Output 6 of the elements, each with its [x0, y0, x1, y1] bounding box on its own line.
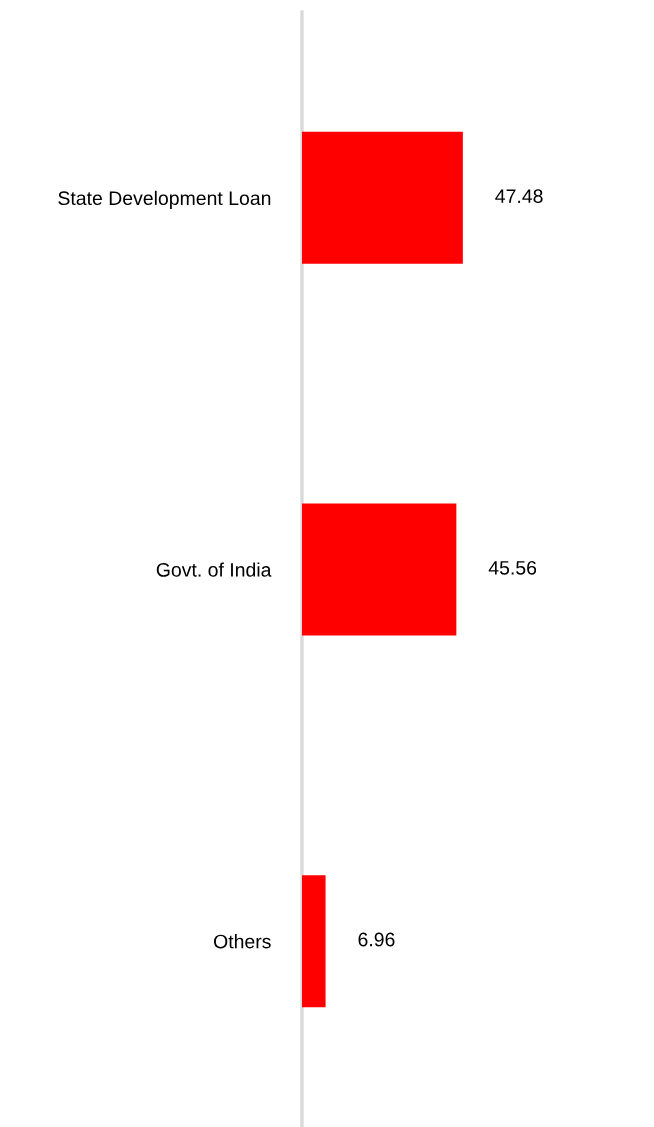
data-label: 45.56 [488, 560, 537, 575]
data-label: 47.48 [495, 189, 543, 204]
y-tick-label: Govt. of India [156, 562, 272, 577]
y-tick-label: Others [214, 934, 271, 949]
y-tick-label: State Development Loan [58, 190, 271, 209]
data-label: 6.96 [358, 932, 395, 947]
